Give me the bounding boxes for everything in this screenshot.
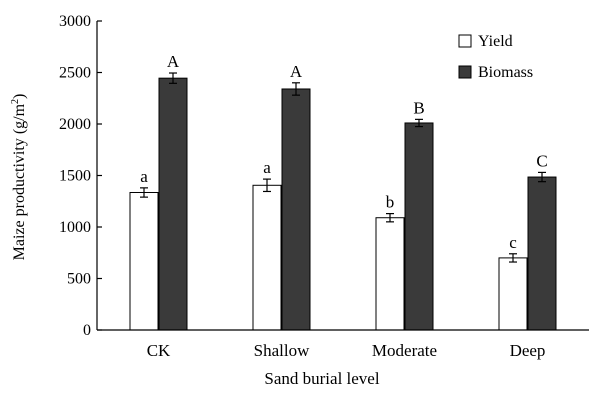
x-ticks: CK Shallow Moderate Deep	[147, 325, 546, 360]
bar-biomass	[281, 88, 311, 331]
y-tick-label: 2000	[59, 116, 91, 133]
legend-swatch-biomass	[458, 65, 472, 79]
error-bar	[415, 118, 423, 128]
y-tick-label: 3000	[59, 13, 91, 30]
error-bar	[386, 213, 394, 223]
significance-letter: b	[386, 193, 395, 212]
y-ticks: 0 500 1000 1500 2000 2500 3000	[59, 13, 102, 339]
y-tick-label: 0	[83, 322, 91, 339]
legend-label-yield: Yield	[478, 33, 513, 50]
significance-letter: c	[509, 233, 517, 252]
error-bar	[509, 253, 517, 263]
y-axis-title-main: Maize productivity (g/m	[11, 103, 28, 260]
error-bar	[140, 187, 148, 198]
bar-yield	[498, 257, 528, 331]
y-tick-label: 500	[67, 271, 91, 288]
significance-letter: C	[536, 151, 547, 170]
bar-biomass	[527, 176, 557, 331]
bar-biomass	[158, 77, 188, 331]
x-tick-label: Deep	[510, 341, 546, 360]
bar-yield	[252, 184, 282, 331]
error-bar	[292, 82, 300, 96]
x-tick-label: Moderate	[372, 341, 437, 360]
legend: Yield Biomass	[458, 33, 533, 81]
significance-letters-layer: a Aa Ab Bc C	[140, 52, 547, 252]
x-tick-label: Shallow	[254, 341, 310, 360]
significance-letter: A	[290, 62, 303, 81]
error-bar	[169, 72, 177, 84]
y-tick-label: 1000	[59, 219, 91, 236]
significance-letter: a	[263, 158, 271, 177]
error-bar	[538, 171, 546, 183]
error-bars-layer	[140, 72, 546, 263]
bar-yield	[129, 191, 159, 331]
y-axis-title-sup: 2	[10, 99, 21, 104]
x-axis-title: Sand burial level	[264, 369, 379, 388]
y-axis-title: Maize productivity (g/m2)	[10, 94, 28, 261]
bar-biomass	[404, 122, 434, 331]
error-bar	[263, 178, 271, 193]
bars-layer	[129, 77, 557, 331]
significance-letter: B	[413, 98, 424, 117]
legend-swatch-yield	[458, 34, 472, 48]
significance-letter: a	[140, 167, 148, 186]
bar-yield	[375, 217, 405, 331]
y-axis-title-tail: )	[11, 94, 28, 99]
significance-letter: A	[167, 52, 180, 71]
y-tick-label: 1500	[59, 168, 91, 185]
y-tick-label: 2500	[59, 65, 91, 82]
axes: 0 500 1000 1500 2000 2500 3000 CK Shallow Modera…	[59, 13, 589, 360]
legend-label-biomass: Biomass	[478, 64, 533, 81]
x-tick-label: CK	[147, 341, 171, 360]
